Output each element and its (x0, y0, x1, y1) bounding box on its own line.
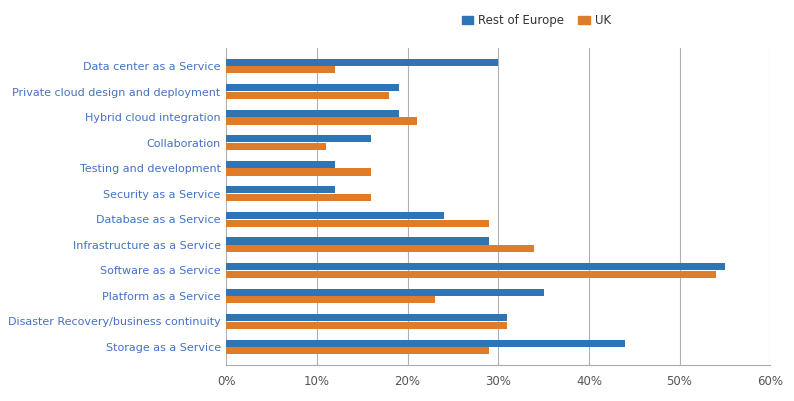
Bar (226, 135, 372, 142)
Bar (226, 212, 444, 219)
Bar (226, 84, 399, 91)
Bar (226, 168, 372, 176)
Bar (226, 347, 489, 354)
Bar (226, 271, 715, 278)
Bar (226, 186, 335, 194)
Bar (226, 296, 435, 303)
Bar (226, 143, 326, 150)
Bar (226, 245, 534, 252)
Bar (226, 117, 417, 124)
Bar (226, 66, 335, 73)
Bar (226, 314, 507, 321)
Bar (226, 289, 544, 296)
Bar (226, 340, 625, 347)
Bar (226, 237, 489, 245)
Bar (226, 161, 335, 168)
Bar (226, 194, 372, 201)
Bar (226, 59, 499, 66)
Bar (226, 322, 507, 329)
Bar (226, 219, 489, 227)
Bar (226, 92, 389, 99)
Bar (226, 110, 399, 117)
Legend: Rest of Europe, UK: Rest of Europe, UK (457, 10, 615, 32)
Bar (226, 263, 725, 270)
